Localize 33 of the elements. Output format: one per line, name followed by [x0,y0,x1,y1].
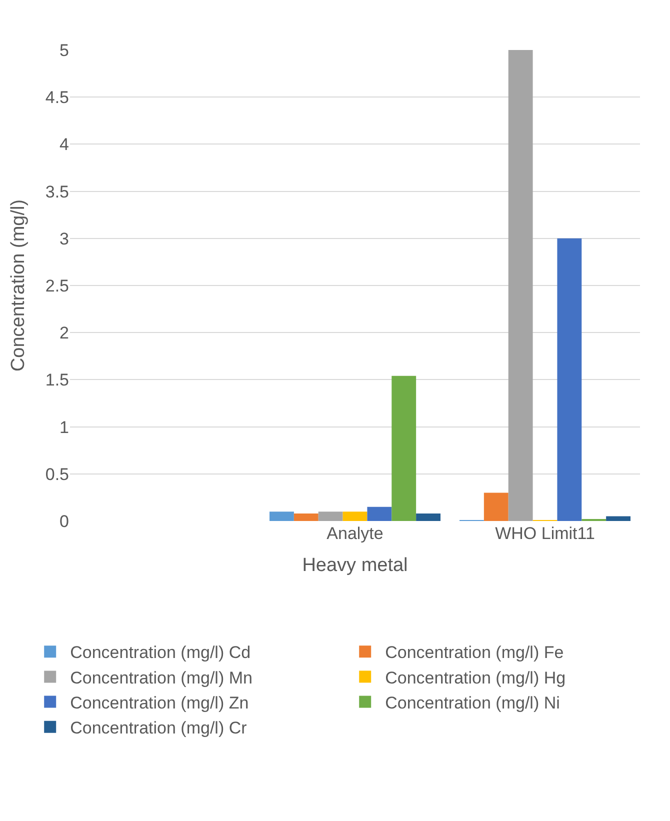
legend-label: Concentration (mg/l) Cd [70,643,251,662]
y-tick-label: 1 [60,418,69,437]
x-axis-title: Heavy metal [302,554,408,576]
y-tick-label: 4 [60,135,69,154]
bar [294,513,318,521]
bar [367,506,392,521]
y-tick-label: 5 [60,40,69,60]
legend-label: Concentration (mg/l) Mn [70,668,252,688]
x-tick-label: Analyte [326,524,384,543]
legend-label: Concentration (mg/l) Zn [70,693,249,712]
bar [416,513,440,521]
x-tick-label: WHO Limit11 [495,524,595,543]
legend-label: Concentration (mg/l) Cr [70,718,248,738]
legend-label: Concentration (mg/l) Ni [385,693,560,712]
y-tick-label: 3 [60,229,69,248]
y-tick-label: 3.5 [45,182,69,202]
bar [342,512,368,521]
y-tick-label: 0 [60,512,69,531]
legend-label: Concentration (mg/l) Hg [385,668,566,688]
y-tick-label: 2 [60,324,69,343]
bar [484,492,508,521]
y-tick-label: 4.5 [45,88,69,108]
legend-label: Concentration (mg/l) Fe [385,643,564,662]
y-tick-label: 0.5 [45,464,69,484]
bar [557,238,582,521]
bar [392,376,416,521]
bar [318,512,343,521]
bar [508,50,533,521]
y-tick-label: 1.5 [45,370,69,390]
y-tick-label: 2.5 [45,276,69,296]
y-axis-title: Concentration (mg/l) [8,199,30,372]
bar [606,516,630,521]
bar [270,512,294,521]
